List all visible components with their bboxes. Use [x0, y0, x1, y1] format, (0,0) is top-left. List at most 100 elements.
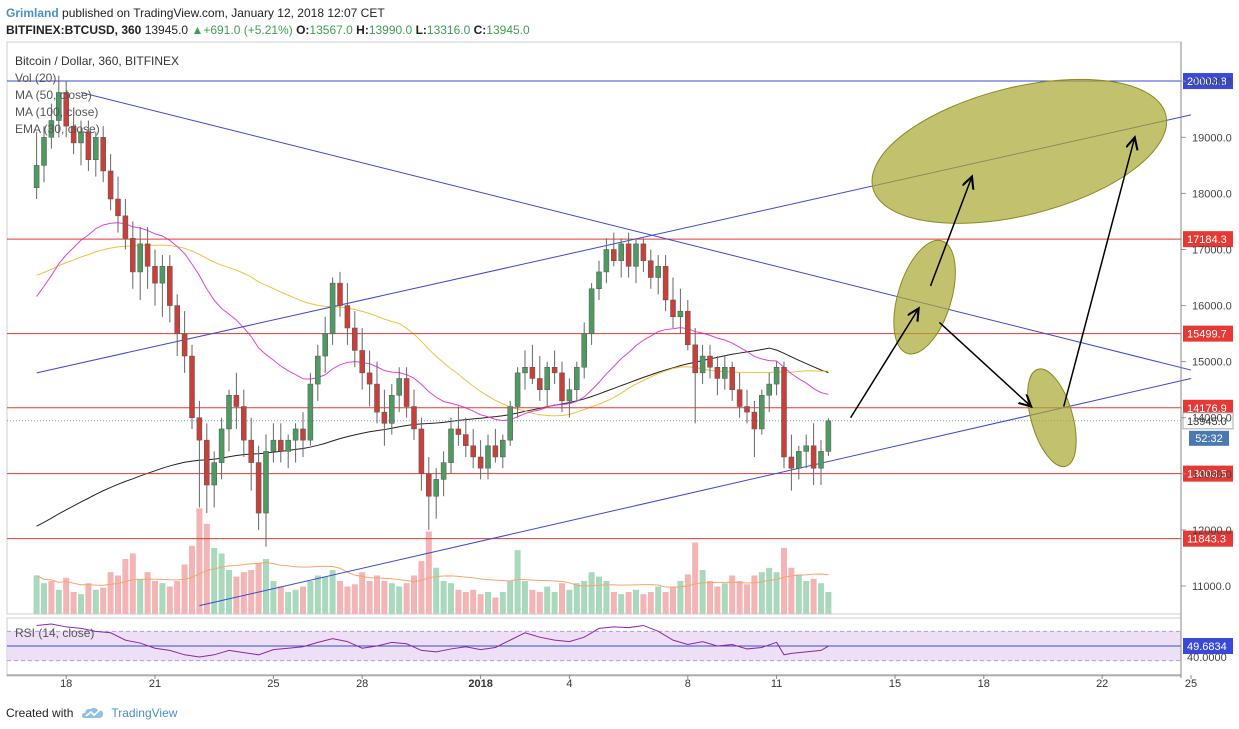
last-price-label: 13945.0	[1187, 416, 1227, 428]
level-price-label: 20003.8	[1187, 76, 1227, 88]
last-price-tag	[1182, 412, 1234, 430]
candle-body	[278, 439, 284, 452]
x-tick-label: 11	[771, 678, 782, 690]
candle-body	[374, 383, 380, 413]
volume-bar	[529, 589, 536, 614]
volume-bar	[263, 559, 269, 614]
volume-bar	[773, 572, 780, 614]
countdown-tag	[1189, 430, 1229, 446]
volume-bar	[470, 589, 477, 614]
y-tick-label: 12000.0	[1192, 525, 1232, 537]
candle-body	[537, 378, 543, 390]
volume-bar	[677, 581, 684, 614]
volume-bar	[729, 575, 736, 614]
legend-ma100: MA (100, close)	[15, 105, 98, 119]
volume-bar	[721, 583, 728, 614]
volume-bar	[596, 576, 602, 614]
candle-body	[396, 378, 402, 396]
candle-body	[648, 260, 654, 278]
volume-bar	[425, 531, 432, 614]
candle-body	[433, 479, 439, 497]
candle-body	[470, 445, 476, 458]
published-text: published on TradingView.com, January 12…	[62, 6, 385, 20]
volume-ma-line	[36, 562, 829, 588]
volume-bar	[544, 586, 551, 614]
volume-bar	[818, 583, 824, 614]
change-value: +691.0 (+5.21%)	[203, 23, 293, 37]
volume-bar	[226, 570, 232, 614]
volume-bar	[403, 583, 410, 614]
candle-body	[70, 125, 77, 144]
candle-body	[492, 445, 499, 458]
candle-body	[522, 367, 528, 374]
rsi-band-label: 40.0000	[1187, 652, 1227, 664]
candle-body	[588, 288, 595, 334]
volume-bar	[418, 561, 425, 614]
candles[interactable]	[33, 75, 832, 547]
level-price-tag	[1183, 325, 1233, 342]
projection-arrow	[929, 177, 972, 287]
candle-body	[477, 456, 484, 469]
volume-bar	[277, 586, 284, 614]
candle-body	[300, 428, 306, 441]
candle-body	[551, 367, 558, 374]
candle-body	[241, 406, 247, 441]
candle-body	[810, 445, 817, 469]
target-ellipse	[893, 239, 956, 355]
volume-bar	[218, 553, 225, 614]
tradingview-link[interactable]: TradingView	[111, 706, 178, 720]
candle-body	[699, 355, 706, 374]
candle-body	[685, 310, 691, 346]
candle-body	[411, 406, 417, 430]
volume-bars	[33, 508, 832, 614]
candle-body	[566, 389, 573, 402]
level-price-label: 13003.5	[1187, 469, 1227, 481]
candle-body	[403, 378, 410, 407]
level-price-tag	[1183, 399, 1233, 416]
candle-body	[825, 420, 832, 452]
volume-bar	[300, 586, 306, 614]
level-price-tag	[1183, 231, 1233, 248]
volume-bar	[440, 581, 447, 614]
candle-body	[773, 367, 780, 385]
candle-body	[381, 411, 388, 424]
candle-body	[455, 428, 462, 435]
volume-bar	[640, 594, 647, 614]
author-name[interactable]: Grimland	[6, 6, 59, 20]
volume-bar	[581, 581, 588, 614]
candle-body	[736, 389, 743, 407]
candle-body	[574, 367, 580, 390]
volume-bar	[684, 574, 691, 614]
candle-body	[189, 355, 195, 418]
candle-body	[366, 372, 373, 385]
chart-header: Grimland published on TradingView.com, J…	[6, 5, 1236, 41]
close-value: 13945.0	[486, 23, 530, 37]
volume-bar	[85, 583, 92, 614]
volume-bar	[100, 587, 107, 614]
volume-bar	[174, 581, 181, 614]
candle-body	[640, 243, 647, 261]
y-tick-label: 17000.0	[1192, 244, 1232, 256]
candle-body	[633, 243, 639, 267]
candle-body	[744, 406, 750, 413]
y-tick-label: 15000.0	[1192, 357, 1232, 369]
last-price: 13945.0	[144, 23, 189, 37]
candle-body	[144, 243, 151, 267]
volume-bar	[492, 597, 499, 614]
volume-bar	[78, 594, 84, 614]
x-tick-label: 18	[978, 678, 990, 690]
candle-body	[167, 266, 173, 306]
volume-bar	[48, 581, 55, 614]
y-tick-label: 19000.0	[1192, 132, 1232, 144]
candle-body	[818, 451, 824, 469]
rsi-line	[36, 623, 829, 658]
candle-body	[485, 445, 491, 469]
candle-body	[85, 131, 92, 161]
candle-body	[63, 92, 69, 127]
volume-bar	[522, 581, 528, 614]
legend: Bitcoin / Dollar, 360, BITFINEX Vol (20)…	[15, 54, 179, 640]
x-tick-label: 28	[356, 678, 368, 690]
volume-bar	[670, 586, 676, 614]
